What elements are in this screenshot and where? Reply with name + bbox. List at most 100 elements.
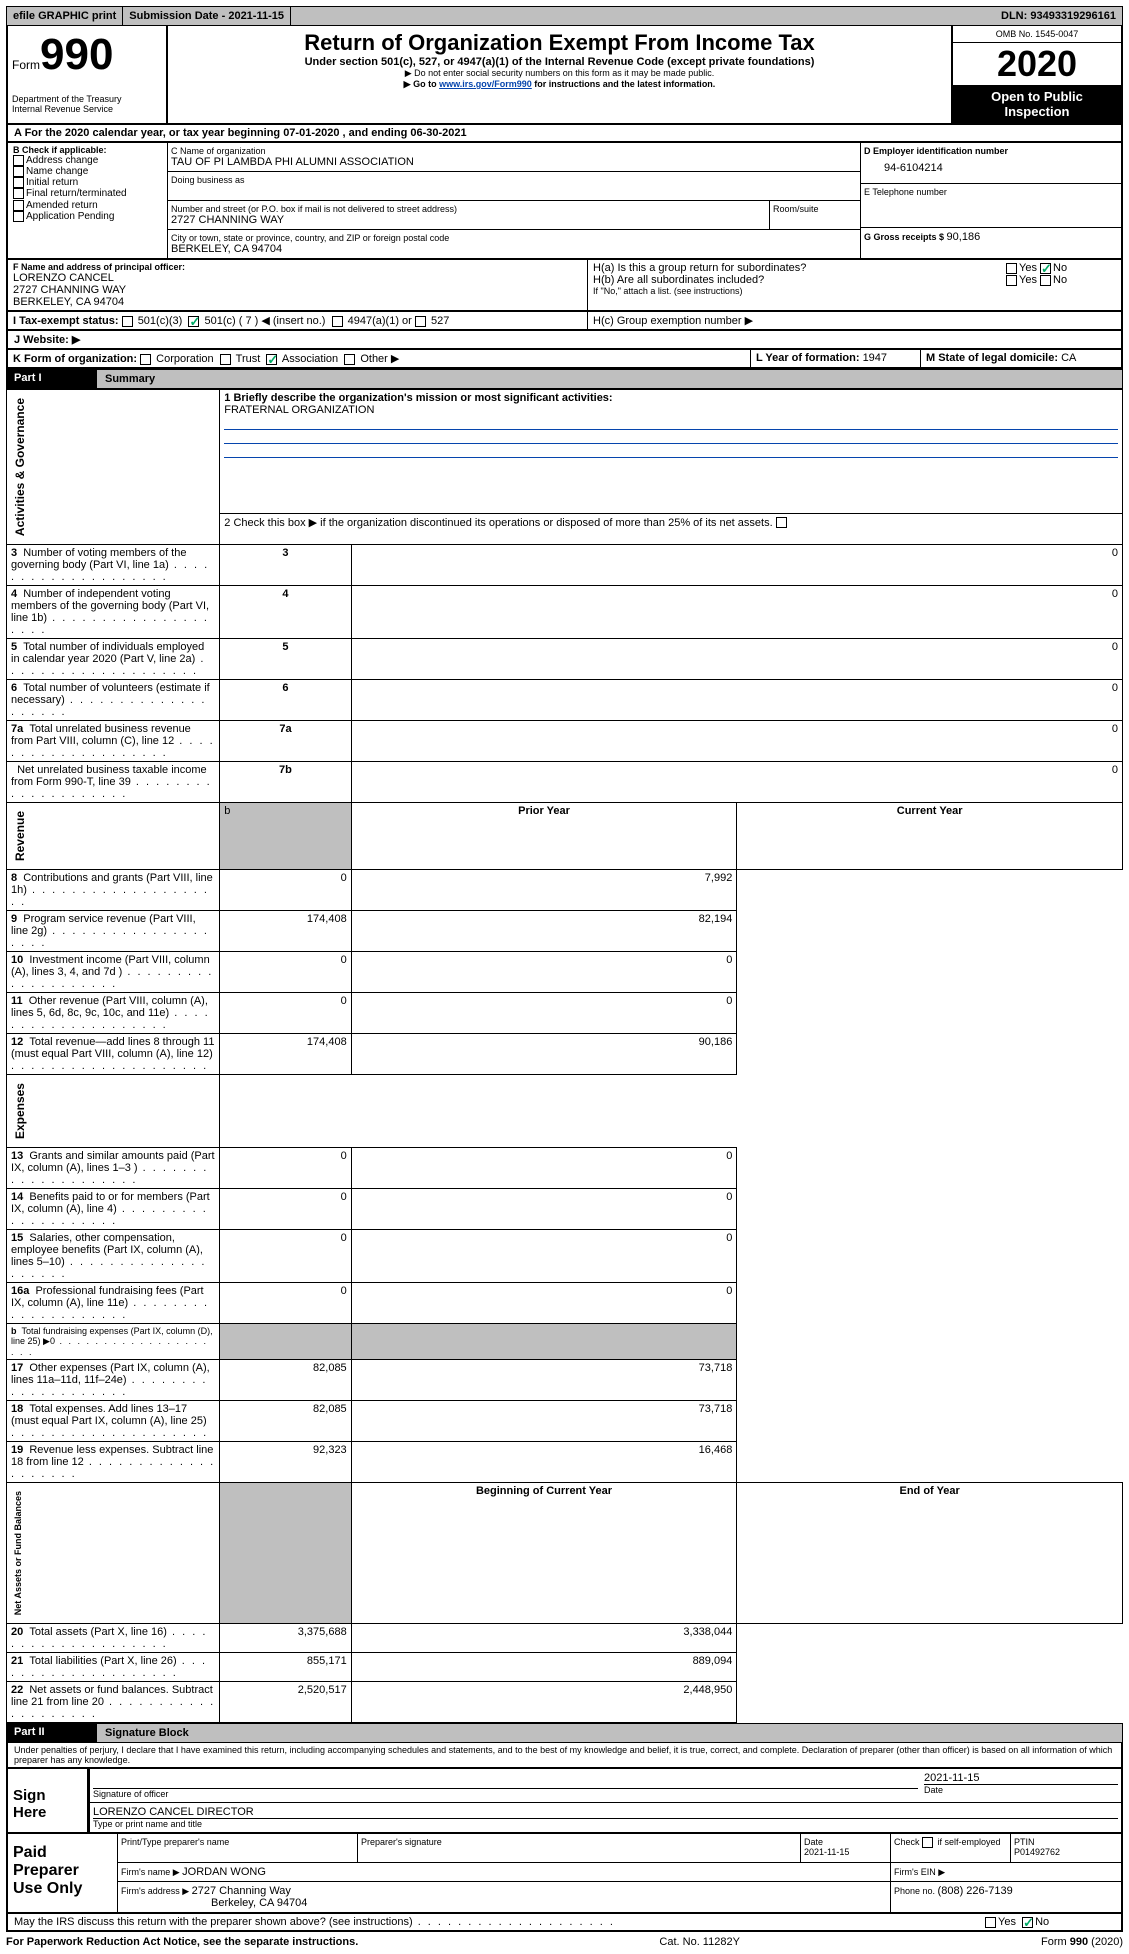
part2-title: Signature Block	[96, 1723, 1123, 1743]
form-number: 990	[40, 30, 113, 79]
form-label: Form	[12, 58, 40, 72]
box-c: C Name of organization TAU OF PI LAMBDA …	[168, 143, 861, 258]
col-prior: Prior Year	[351, 803, 737, 870]
cb-4947[interactable]	[332, 316, 343, 327]
room-label: Room/suite	[773, 204, 857, 214]
ein-label: D Employer identification number	[864, 146, 1118, 156]
tax-year: 2020	[953, 43, 1121, 85]
col-current: Current Year	[737, 803, 1123, 870]
firm-addr1: 2727 Channing Way	[192, 1885, 291, 1897]
gross-label: G Gross receipts $	[864, 232, 947, 242]
instructions-link-row: ▶ Go to www.irs.gov/Form990 for instruct…	[172, 79, 947, 90]
box-m: M State of legal domicile: CA	[921, 350, 1121, 367]
street-label: Number and street (or P.O. box if mail i…	[171, 204, 766, 214]
instructions-link[interactable]: www.irs.gov/Form990	[439, 79, 532, 89]
form-subtitle: Under section 501(c), 527, or 4947(a)(1)…	[172, 56, 947, 68]
firm-name: JORDAN WONG	[182, 1866, 266, 1878]
summary-table: Activities & Governance 1 Briefly descri…	[6, 389, 1123, 1723]
tax-status-block: I Tax-exempt status: 501(c)(3) 501(c) ( …	[6, 312, 1123, 331]
city: BERKELEY, CA 94704	[171, 243, 857, 255]
footer: For Paperwork Reduction Act Notice, see …	[6, 1936, 1123, 1948]
firm-addr2: Berkeley, CA 94704	[121, 1897, 887, 1909]
cb-association	[266, 354, 277, 365]
prep-name-label: Print/Type preparer's name	[121, 1837, 354, 1847]
box-l: L Year of formation: 1947	[751, 350, 921, 367]
form-title: Return of Organization Exempt From Incom…	[172, 30, 947, 56]
cb-501c3[interactable]	[122, 316, 133, 327]
cat-no: Cat. No. 11282Y	[659, 1936, 740, 1948]
side-rev: Revenue	[11, 805, 29, 867]
preparer-block: Paid Preparer Use Only Print/Type prepar…	[6, 1834, 1123, 1914]
street: 2727 CHANNING WAY	[171, 214, 766, 226]
form-ref: Form 990 (2020)	[1041, 1936, 1123, 1948]
line1-value: FRATERNAL ORGANIZATION	[224, 404, 1118, 416]
box-h: H(a) Is this a group return for subordin…	[588, 260, 1121, 310]
ptin: P01492762	[1014, 1847, 1118, 1857]
form-header: Form990 Department of the Treasury Inter…	[6, 26, 1123, 125]
sig-officer-label: Signature of officer	[93, 1788, 918, 1799]
paperwork-notice: For Paperwork Reduction Act Notice, see …	[6, 1936, 358, 1948]
part2-header-row: Part II Signature Block	[6, 1723, 1123, 1743]
dept-treasury: Department of the Treasury	[12, 94, 162, 104]
box-de-g: D Employer identification number 94-6104…	[861, 143, 1121, 258]
ssn-warning: ▶ Do not enter social security numbers o…	[172, 68, 947, 79]
topbar: efile GRAPHIC print Submission Date - 20…	[6, 6, 1123, 26]
line1-label: 1 Briefly describe the organization's mi…	[224, 392, 1118, 404]
cb-527[interactable]	[415, 316, 426, 327]
side-ag: Activities & Governance	[11, 392, 29, 542]
box-j: J Website: ▶	[6, 331, 1123, 350]
h-a: H(a) Is this a group return for subordin…	[593, 262, 1006, 274]
cb-application-pending[interactable]: Application Pending	[13, 211, 162, 222]
h-a-no	[1040, 263, 1051, 274]
cb-address-change[interactable]: Address change	[13, 155, 162, 166]
line2: 2 Check this box ▶ if the organization d…	[220, 513, 1123, 544]
perjury-text: Under penalties of perjury, I declare th…	[6, 1743, 1123, 1769]
officer-addr2: BERKELEY, CA 94704	[13, 296, 582, 308]
cb-amended-return[interactable]: Amended return	[13, 200, 162, 211]
dba-label: Doing business as	[171, 175, 857, 185]
side-nab: Net Assets or Fund Balances	[11, 1485, 25, 1621]
box-f: F Name and address of principal officer:…	[8, 260, 588, 310]
col-begin: Beginning of Current Year	[351, 1483, 737, 1624]
klm-block: K Form of organization: Corporation Trus…	[6, 350, 1123, 369]
prep-sig-label: Preparer's signature	[361, 1837, 797, 1847]
sign-block: Sign Here Signature of officer 2021-11-1…	[6, 1769, 1123, 1834]
h-b: H(b) Are all subordinates included?	[593, 274, 1006, 286]
sig-date: 2021-11-15	[924, 1772, 1118, 1784]
cb-initial-return[interactable]: Initial return	[13, 177, 162, 188]
prep-self-employed: Check if self-employed	[894, 1837, 1007, 1848]
part1-header-row: Part I Summary	[6, 369, 1123, 389]
entity-block: B Check if applicable: Address change Na…	[6, 143, 1123, 260]
cb-name-change[interactable]: Name change	[13, 166, 162, 177]
h-note: If "No," attach a list. (see instruction…	[593, 286, 1116, 296]
firm-phone: (808) 226-7139	[938, 1885, 1013, 1897]
col-end: End of Year	[737, 1483, 1123, 1624]
org-name-label: C Name of organization	[171, 146, 857, 156]
org-name: TAU OF PI LAMBDA PHI ALUMNI ASSOCIATION	[171, 156, 857, 168]
sign-here: Sign Here	[8, 1769, 88, 1832]
part1-title: Summary	[96, 369, 1123, 389]
submission-date: Submission Date - 2021-11-15	[123, 7, 291, 25]
col-b: b	[220, 803, 351, 870]
cb-final-return[interactable]: Final return/terminated	[13, 188, 162, 199]
h-c: H(c) Group exemption number ▶	[588, 312, 1121, 329]
box-b: B Check if applicable: Address change Na…	[8, 143, 168, 258]
box-b-label: B Check if applicable:	[13, 145, 162, 155]
efile-label[interactable]: efile GRAPHIC print	[7, 7, 123, 25]
ein-value: 94-6104214	[864, 156, 1118, 180]
firm-ein-label: Firm's EIN ▶	[894, 1867, 945, 1877]
dept-irs: Internal Revenue Service	[12, 104, 162, 114]
phone-label: E Telephone number	[864, 187, 1118, 197]
part2-label: Part II	[14, 1726, 45, 1740]
discuss-row: May the IRS discuss this return with the…	[6, 1914, 1123, 1932]
line-a: A For the 2020 calendar year, or tax yea…	[6, 125, 1123, 143]
officer-h-block: F Name and address of principal officer:…	[6, 260, 1123, 312]
officer-name: LORENZO CANCEL	[13, 272, 582, 284]
side-exp: Expenses	[11, 1077, 29, 1145]
cb-501c[interactable]	[188, 316, 199, 327]
gross-value: 90,186	[947, 231, 981, 243]
city-label: City or town, state or province, country…	[171, 233, 857, 243]
discuss-no	[1022, 1917, 1033, 1928]
prep-date: 2021-11-15	[804, 1847, 887, 1857]
omb-number: OMB No. 1545-0047	[953, 26, 1121, 43]
